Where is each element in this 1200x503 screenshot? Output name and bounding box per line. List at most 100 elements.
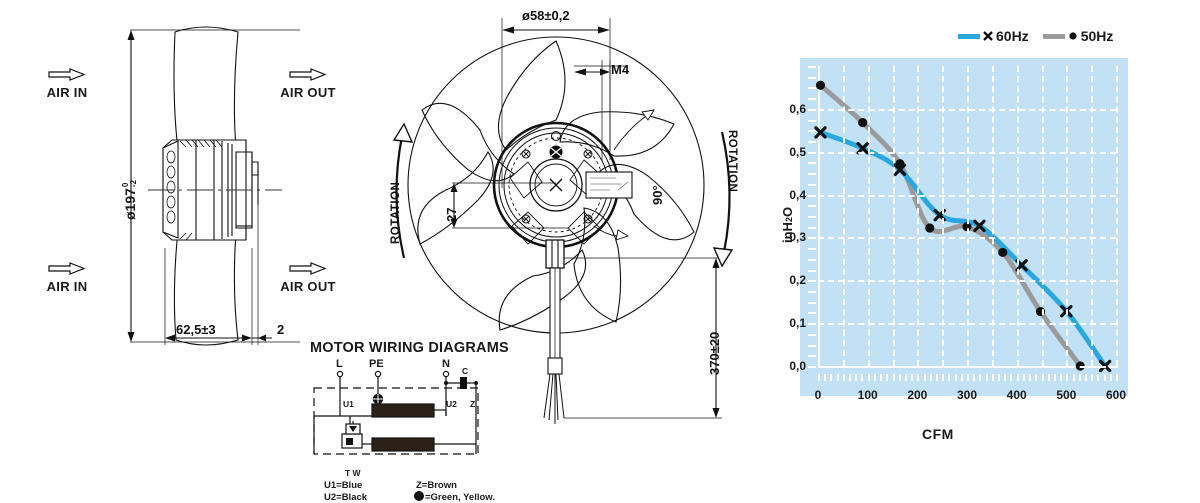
rotation-right-label: ROTATION: [726, 130, 738, 193]
cable-length-label: 370±20: [707, 331, 722, 375]
y-tick-label: 0,0: [789, 359, 806, 373]
right-arrow-icon: [48, 68, 86, 81]
air-in-bottom-group: AIR IN: [24, 262, 110, 296]
gridline-vertical: [867, 66, 870, 366]
x-minor-tick: [873, 374, 876, 381]
x-minor-tick: [1035, 374, 1038, 381]
air-in-top-label: AIR IN: [46, 85, 88, 100]
y-minor-tick: [808, 87, 816, 90]
y-minor-tick: [808, 194, 816, 197]
x-minor-tick: [923, 374, 926, 381]
x-minor-tick: [960, 374, 963, 381]
wiring-legend-z: Z=Brown: [416, 480, 457, 491]
data-point-marker-x: [973, 219, 986, 233]
y-minor-tick: [808, 291, 816, 293]
air-out-top-group: AIR OUT: [258, 68, 358, 102]
y-minor-tick: [808, 248, 816, 251]
y-minor-tick: [808, 366, 816, 368]
legend-item-50hz[interactable]: 50Hz: [1042, 28, 1114, 44]
gridline-vertical: [967, 66, 969, 366]
right-arrow-icon: [289, 68, 327, 81]
y-tick-label: 0,1: [789, 316, 806, 331]
legend-item-60hz[interactable]: 60Hz: [958, 28, 1029, 44]
x-minor-tick: [880, 374, 883, 381]
y-minor-tick: [808, 141, 816, 143]
terminal-pe-label: PE: [369, 358, 384, 370]
y-minor-tick: [808, 130, 816, 133]
terminal-l-label: L: [336, 358, 343, 370]
gridline-vertical: [1016, 66, 1019, 366]
data-point-marker-x: [814, 126, 827, 139]
series-line-60hz: [818, 129, 1108, 369]
wiring-schematic-svg: [313, 370, 479, 455]
y-minor-tick: [808, 301, 816, 304]
terminal-u1-label: U1: [343, 399, 354, 409]
terminal-n-label: N: [442, 358, 450, 370]
chart-y-axis-label: inH2O: [780, 206, 795, 243]
x-minor-tick: [1091, 374, 1094, 381]
legend-label-50hz: 50Hz: [1080, 28, 1114, 44]
terminal-u2-label: U2: [446, 399, 457, 409]
y-tick-label: 0,2: [789, 273, 806, 288]
x-minor-tick: [979, 374, 982, 381]
x-minor-tick: [1116, 374, 1118, 381]
x-minor-tick: [1022, 374, 1025, 381]
x-minor-tick: [991, 374, 994, 381]
x-minor-tick: [818, 374, 820, 381]
x-minor-tick: [942, 374, 945, 381]
y-minor-tick: [808, 66, 816, 68]
depth-dimension-label: 62,5±3: [176, 322, 216, 337]
gridline-vertical-minor: [842, 66, 845, 366]
tolerance-lower: -2: [129, 179, 139, 188]
hub-height-label: 27: [444, 207, 459, 222]
diameter-dimension-label: ø197: [122, 188, 138, 220]
front-view-svg: [392, 18, 734, 424]
front-view-drawing: ø58±0,2 M4 27 90° 370±20 ROTATION ROTATI…: [378, 0, 758, 440]
air-out-bottom-group: AIR OUT: [258, 262, 358, 296]
y-tick-label: 0,3: [789, 230, 806, 245]
x-tick-label: 300: [956, 388, 978, 402]
chart-legend: 60Hz 50Hz: [958, 28, 1113, 44]
y-tick-label: 0,5: [789, 144, 806, 159]
x-tick-label: 200: [907, 388, 928, 402]
x-minor-tick: [836, 374, 839, 381]
right-arrow-icon: [48, 262, 86, 275]
y-minor-tick: [808, 333, 816, 336]
data-point-marker-circle: [925, 223, 935, 233]
legend-marker-x-icon: [983, 31, 993, 41]
chart-x-axis-label: CFM: [922, 426, 954, 442]
x-minor-tick: [917, 374, 920, 381]
gridline-vertical: [1066, 66, 1069, 366]
x-minor-tick: [849, 374, 852, 381]
x-minor-tick: [954, 374, 957, 381]
x-minor-tick: [892, 374, 895, 381]
x-tick-label: 0: [814, 388, 822, 402]
x-minor-tick: [998, 374, 1001, 381]
motor-wiring-diagram: MOTOR WIRING DIAGRAMS: [308, 340, 538, 503]
y-minor-tick: [808, 323, 816, 326]
air-out-bottom-label: AIR OUT: [280, 279, 336, 294]
gridline-vertical-minor: [942, 66, 945, 366]
y-minor-tick: [808, 344, 816, 347]
x-minor-tick: [1016, 374, 1019, 381]
gridline-vertical: [1116, 66, 1118, 366]
gridline-vertical: [917, 66, 920, 366]
gridline-horizontal: [818, 366, 1116, 368]
x-minor-tick: [1066, 374, 1069, 381]
y-tick-label: 0,6: [789, 101, 806, 116]
x-tick-label: 400: [1006, 388, 1027, 402]
y-minor-tick: [808, 119, 816, 122]
gridline-vertical-minor: [991, 66, 994, 366]
x-minor-tick: [1097, 374, 1100, 381]
legend-marker-circle-icon: [1069, 32, 1077, 40]
x-minor-tick: [1060, 374, 1063, 381]
x-minor-tick: [855, 374, 858, 381]
y-minor-tick: [808, 151, 816, 154]
x-minor-tick: [973, 374, 976, 381]
earth-ground-icon: [414, 491, 424, 501]
performance-chart: 60Hz 50Hz 0,0 0,1 0,2 0,3 0,4 0,5 0,6 0 100 200 3…: [780, 28, 1182, 448]
x-minor-tick: [1053, 374, 1056, 381]
x-minor-tick: [1004, 374, 1007, 381]
data-point-marker-x: [893, 163, 907, 176]
data-point-marker-circle: [998, 247, 1008, 258]
